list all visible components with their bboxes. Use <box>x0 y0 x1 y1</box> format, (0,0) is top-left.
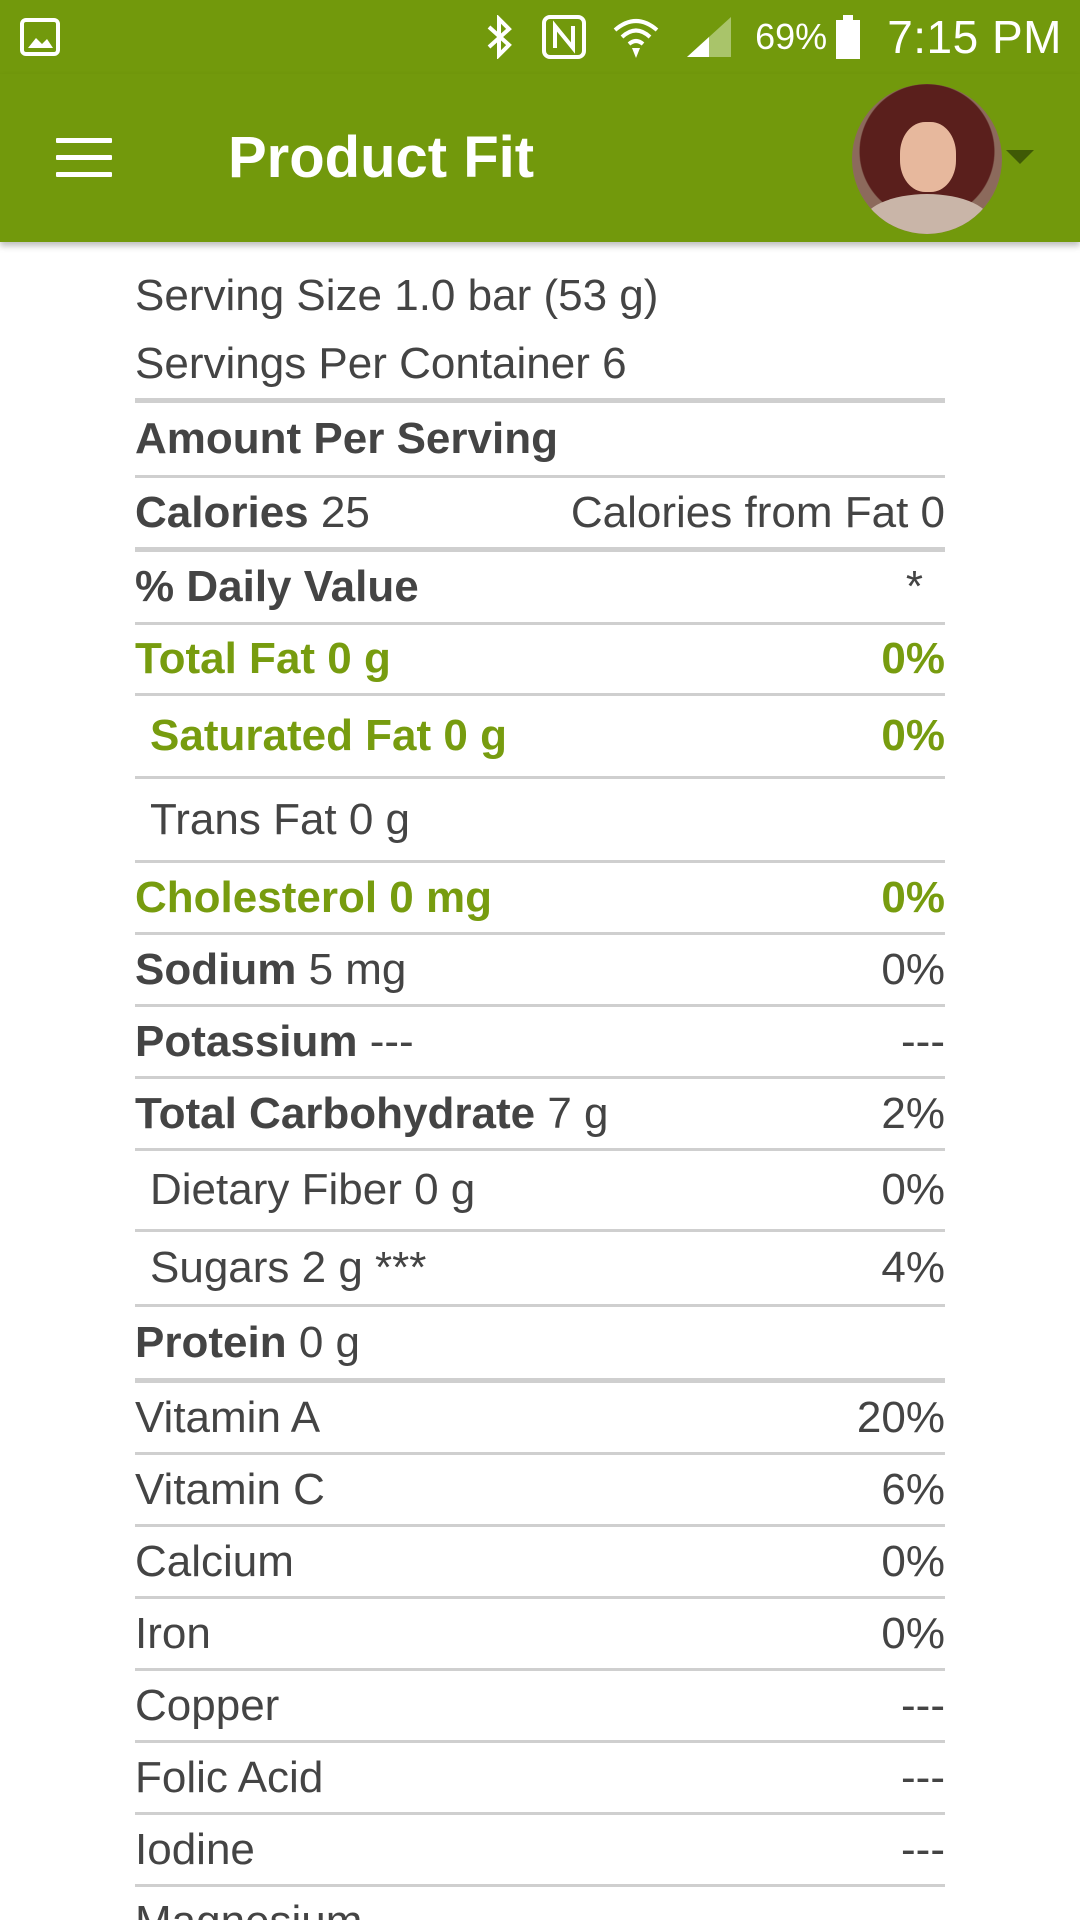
nutrient-dv: 0% <box>881 1165 945 1214</box>
vitamin-dv: --- <box>901 1824 945 1874</box>
vitamin-label: Iron <box>135 1608 211 1658</box>
nutrient-label: Dietary Fiber 0 g <box>150 1165 476 1214</box>
servings-per-container: Servings Per Container 6 <box>135 330 945 403</box>
signal-icon <box>685 15 733 59</box>
nutrient-label: Potassium <box>135 1016 358 1066</box>
vitamin-label: Calcium <box>135 1536 294 1586</box>
vitamin-dv: 20% <box>856 1392 945 1442</box>
nutrient-label: Sugars 2 g *** <box>150 1243 427 1292</box>
calories-row: Calories 25 Calories from Fat 0 <box>135 478 945 552</box>
wifi-icon <box>611 14 661 60</box>
vitamin-label: Vitamin C <box>135 1464 325 1514</box>
nutrition-label: Serving Size 1.0 bar (53 g) Servings Per… <box>135 262 945 1920</box>
calories-value: 25 <box>320 487 370 537</box>
vitamin-dv: 6% <box>881 1464 945 1514</box>
nutrient-label: Total Fat 0 g <box>135 634 391 683</box>
nutrient-dv: 4% <box>881 1243 945 1292</box>
vitamin-row-vitamin-a: Vitamin A 20% <box>135 1383 945 1455</box>
vitamin-row-iodine: Iodine --- <box>135 1815 945 1887</box>
vitamin-dv: 0% <box>881 1536 945 1586</box>
nutrient-amount: --- <box>369 1016 414 1066</box>
vitamin-label: Iodine <box>135 1824 255 1874</box>
nutrient-label: Total Carbohydrate <box>135 1088 536 1138</box>
vitamin-label: Folic Acid <box>135 1752 324 1802</box>
nutrient-row-protein: Protein 0 g <box>135 1307 945 1383</box>
nutrient-amount: 7 g <box>547 1088 609 1138</box>
calories-label: Calories <box>135 487 309 537</box>
nutrient-row-trans-fat: Trans Fat 0 g <box>135 779 945 863</box>
nutrient-label: Sodium <box>135 944 297 994</box>
vitamin-label: Vitamin A <box>135 1392 321 1442</box>
nutrient-dv: 0% <box>881 711 945 760</box>
nutrient-dv: 0% <box>881 944 945 994</box>
calories-from-fat: Calories from Fat 0 <box>570 487 945 537</box>
nutrient-dv: --- <box>901 1016 945 1066</box>
nutrient-amount: 0 g <box>298 1317 360 1367</box>
daily-value-label: % Daily Value <box>135 562 419 611</box>
page-title: Product Fit <box>228 125 535 190</box>
gallery-icon <box>20 18 60 56</box>
nutrient-label: Protein <box>135 1317 287 1367</box>
nutrient-amount: 5 mg <box>308 944 407 994</box>
vitamin-row-calcium: Calcium 0% <box>135 1527 945 1599</box>
nutrient-row-sugars: Sugars 2 g *** 4% <box>135 1232 945 1307</box>
vitamin-dv: --- <box>901 1752 945 1802</box>
nutrient-row-total-carbohydrate: Total Carbohydrate 7 g 2% <box>135 1079 945 1151</box>
vitamin-label: Copper <box>135 1680 280 1730</box>
amount-per-serving-row: Amount Per Serving <box>135 403 945 478</box>
nutrient-row-potassium: Potassium --- --- <box>135 1007 945 1079</box>
amount-per-serving-label: Amount Per Serving <box>135 414 558 463</box>
daily-value-row: % Daily Value * <box>135 552 945 625</box>
app-bar: Product Fit <box>0 74 1080 242</box>
battery-percent: 69% <box>755 16 828 57</box>
daily-value-mark: * <box>905 562 923 611</box>
bluetooth-icon <box>483 15 517 59</box>
hamburger-menu-icon[interactable] <box>56 138 112 178</box>
nutrient-label: Cholesterol 0 mg <box>135 872 492 922</box>
vitamin-row-magnesium: Magnesium <box>135 1887 945 1920</box>
vitamin-dv: --- <box>901 1680 945 1730</box>
status-icons: 69% 7:15 PM <box>459 0 1062 74</box>
clock-time: 7:15 PM <box>887 11 1062 63</box>
vitamin-label: Magnesium <box>135 1897 362 1920</box>
vitamin-row-vitamin-c: Vitamin C 6% <box>135 1455 945 1527</box>
nutrient-row-total-fat: Total Fat 0 g 0% <box>135 625 945 696</box>
serving-size: Serving Size 1.0 bar (53 g) <box>135 271 659 320</box>
user-avatar[interactable] <box>852 84 1002 234</box>
status-bar: 69% 7:15 PM <box>0 0 1080 74</box>
battery-icon <box>835 14 861 60</box>
nutrient-label: Trans Fat 0 g <box>150 794 411 844</box>
nutrient-row-saturated-fat: Saturated Fat 0 g 0% <box>135 696 945 779</box>
chevron-down-icon[interactable] <box>1006 150 1034 164</box>
nutrient-row-cholesterol: Cholesterol 0 mg 0% <box>135 863 945 935</box>
nutrient-dv: 2% <box>881 1088 945 1138</box>
vitamin-row-iron: Iron 0% <box>135 1599 945 1671</box>
nutrient-dv: 0% <box>881 872 945 922</box>
nutrient-row-sodium: Sodium 5 mg 0% <box>135 935 945 1007</box>
nutrient-row-dietary-fiber: Dietary Fiber 0 g 0% <box>135 1151 945 1232</box>
nfc-icon <box>541 14 587 60</box>
vitamin-row-copper: Copper --- <box>135 1671 945 1743</box>
vitamin-dv: 0% <box>881 1608 945 1658</box>
nutrient-dv: 0% <box>881 634 945 683</box>
vitamin-row-folic-acid: Folic Acid --- <box>135 1743 945 1815</box>
nutrient-label: Saturated Fat 0 g <box>150 711 507 760</box>
